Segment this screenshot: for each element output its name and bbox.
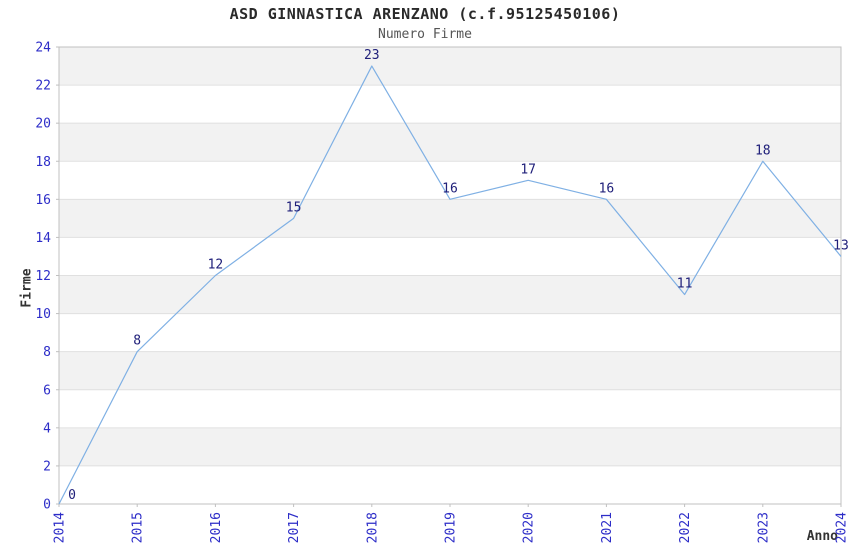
data-point-label: 12 [208,258,224,273]
plot-band [59,427,841,466]
y-tick-label: 4 [43,421,51,436]
plot-band [59,389,841,428]
data-point-label: 16 [599,181,615,196]
data-point-label: 18 [755,143,771,158]
chart-title: ASD GINNASTICA ARENZANO (c.f.95125450106… [229,5,621,23]
data-point-label: 8 [133,334,141,349]
x-tick-label: 2017 [287,512,302,543]
x-tick-label: 2016 [209,512,224,543]
plot-band [59,199,841,238]
x-tick-label: 2024 [835,512,850,543]
data-point-label: 23 [364,48,380,63]
y-tick-label: 22 [35,79,51,94]
data-point-label: 13 [833,238,849,253]
x-tick-label: 2014 [53,512,68,543]
data-point-label: 15 [286,200,302,215]
data-point-label: 17 [520,162,536,177]
y-tick-label: 10 [35,307,51,322]
y-tick-label: 20 [35,117,51,132]
plot-band [59,85,841,124]
y-tick-label: 24 [35,41,51,56]
x-tick-label: 2018 [365,512,380,543]
chart-subtitle: Numero Firme [378,27,472,42]
x-tick-label: 2021 [600,512,615,543]
y-tick-label: 14 [35,231,51,246]
data-point-label: 11 [677,277,693,292]
y-tick-label: 6 [43,383,51,398]
y-tick-label: 0 [43,498,51,513]
x-tick-label: 2023 [756,512,771,543]
plot-band [59,47,841,86]
data-point-label: 0 [68,488,76,503]
x-tick-label: 2019 [444,512,459,543]
y-tick-label: 8 [43,345,51,360]
plot-band [59,237,841,276]
x-axis-title: Anno [806,529,838,544]
y-tick-label: 12 [35,269,51,284]
plot-band [59,161,841,200]
x-tick-label: 2015 [131,512,146,543]
plot-band [59,123,841,162]
x-tick-label: 2022 [678,512,693,543]
y-tick-label: 18 [35,155,51,170]
data-point-label: 16 [442,181,458,196]
plot-band [59,275,841,314]
y-tick-label: 2 [43,459,51,474]
plot-band [59,313,841,352]
y-tick-label: 16 [35,193,51,208]
x-tick-label: 2020 [522,512,537,543]
plot-band [59,465,841,504]
data-line [58,65,842,505]
plot-band [59,351,841,390]
